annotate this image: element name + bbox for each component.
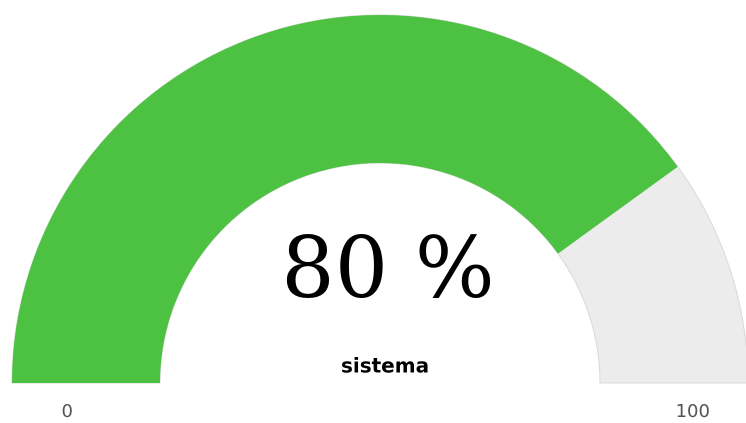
gauge-value-label: 80 % — [281, 219, 494, 317]
gauge-value-arc — [12, 15, 678, 383]
gauge-tick-label: 100 — [676, 401, 710, 422]
gauge-label: sistema — [341, 354, 429, 378]
gauge-tick-label: 0 — [61, 401, 72, 422]
